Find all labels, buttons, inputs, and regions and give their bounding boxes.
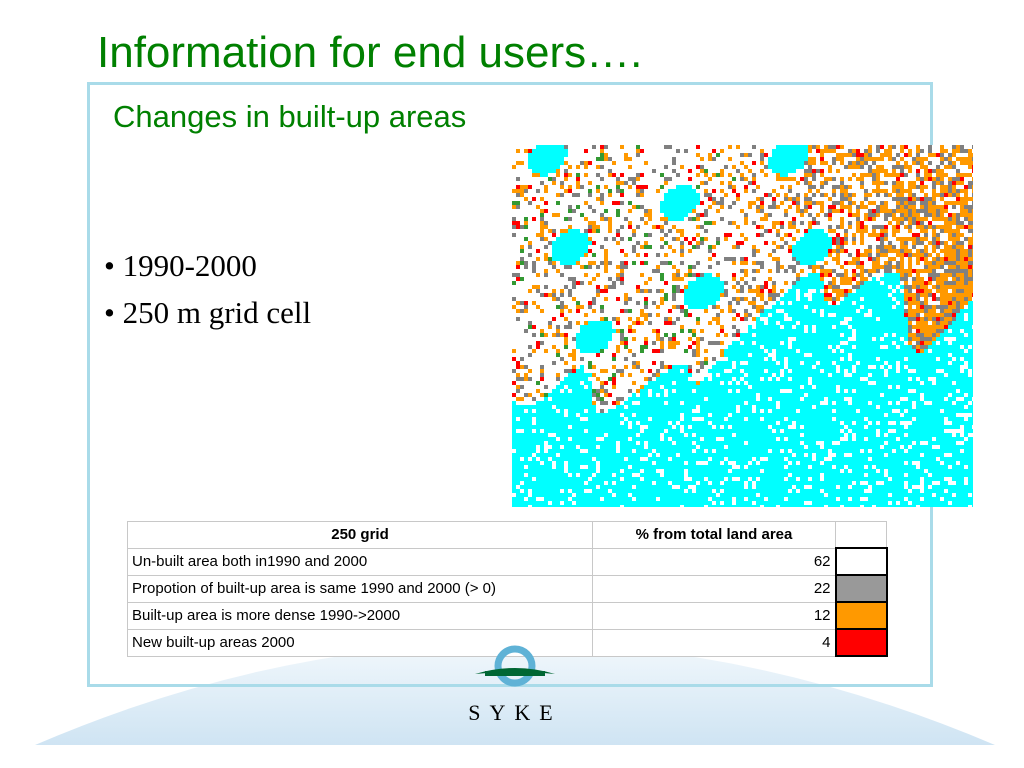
bullet-item: • 250 m grid cell — [104, 295, 312, 330]
slide-title: Information for end users…. — [97, 28, 643, 77]
row-label: Propotion of built-up area is same 1990 … — [127, 574, 593, 603]
color-swatch — [834, 601, 888, 630]
table-row: Un-built area both in1990 and 2000 62 — [127, 547, 888, 576]
table-header: % from total land area — [592, 521, 836, 549]
logo-text: SYKE — [468, 700, 562, 725]
syke-logo — [475, 645, 555, 687]
bullet-list: • 1990-2000 • 250 m grid cell — [104, 242, 311, 336]
bullet-item: • 1990-2000 — [104, 248, 257, 283]
logo-band-bar — [485, 671, 545, 676]
logo-ring — [494, 645, 536, 687]
table-row: New built-up areas 2000 4 — [127, 628, 888, 657]
color-swatch — [834, 547, 888, 576]
table-row: Propotion of built-up area is same 1990 … — [127, 574, 888, 603]
row-value: 12 — [592, 601, 836, 630]
color-swatch — [834, 574, 888, 603]
color-swatch — [834, 628, 888, 657]
row-value: 62 — [592, 547, 836, 576]
row-value: 4 — [592, 628, 836, 657]
table-header-row: 250 grid % from total land area — [127, 521, 887, 549]
table-header: 250 grid — [127, 521, 593, 549]
row-value: 22 — [592, 574, 836, 603]
table-row: Built-up area is more dense 1990->2000 1… — [127, 601, 888, 630]
legend-table: 250 grid % from total land area Un-built… — [127, 521, 888, 657]
table-header — [835, 521, 887, 549]
row-label: Un-built area both in1990 and 2000 — [127, 547, 593, 576]
map-cells — [512, 145, 973, 507]
slide-subtitle: Changes in built-up areas — [113, 99, 473, 135]
row-label: Built-up area is more dense 1990->2000 — [127, 601, 593, 630]
built-up-change-map — [512, 145, 973, 507]
